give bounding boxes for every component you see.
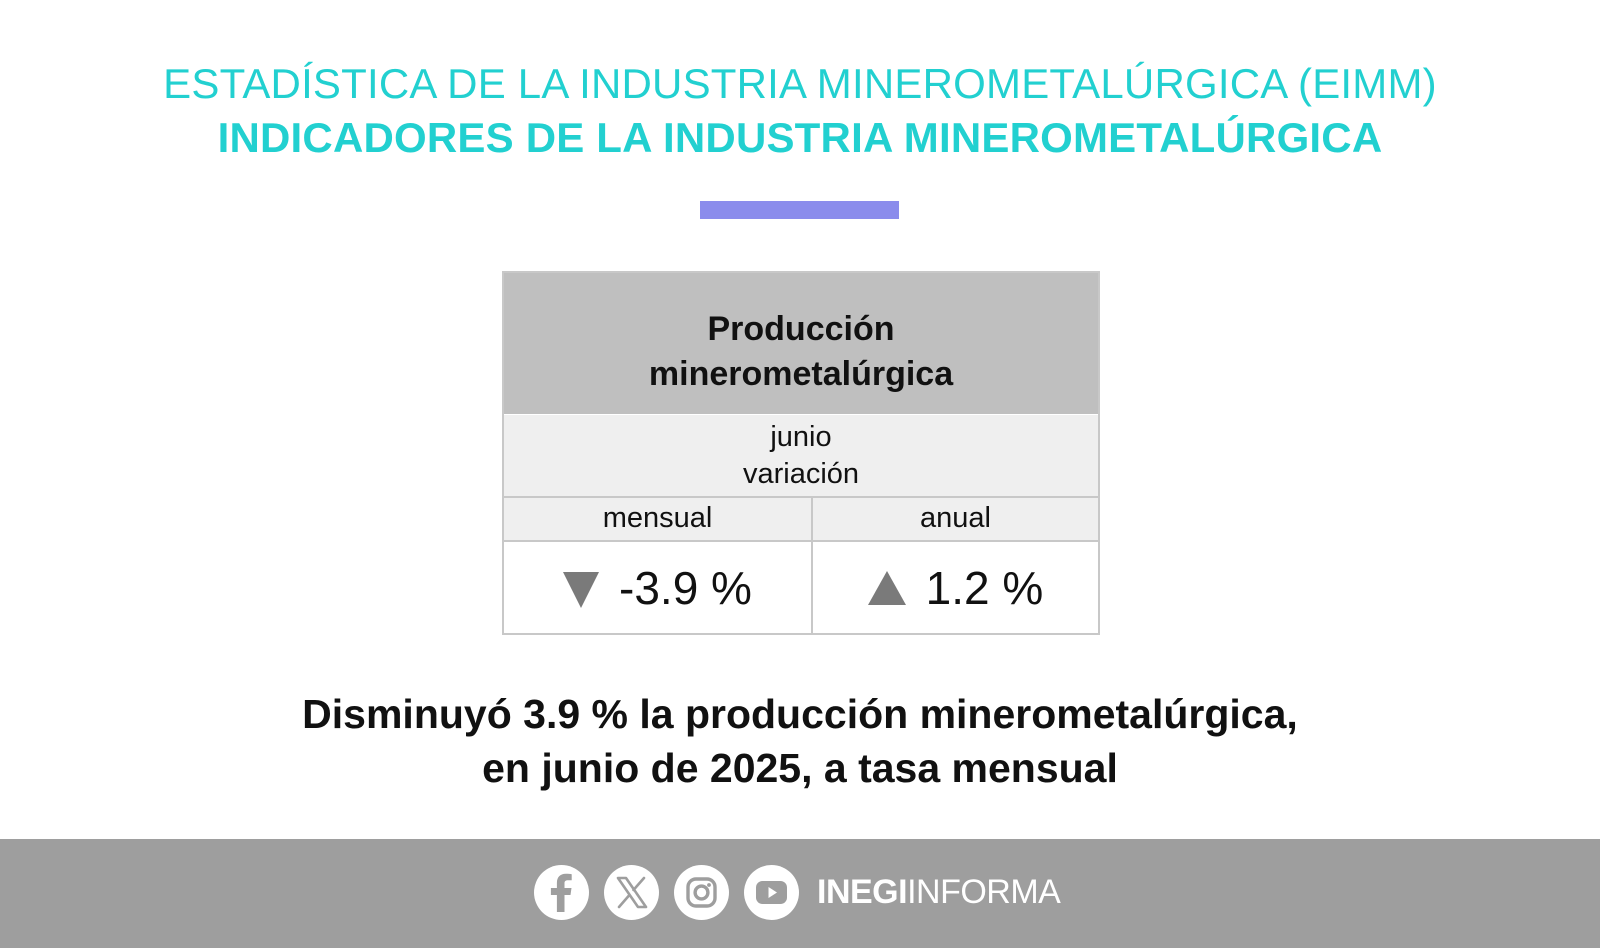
report-title: ESTADÍSTICA DE LA INDUSTRIA MINEROMETALÚ… — [163, 60, 1437, 107]
triangle-up-icon — [867, 570, 906, 605]
table-title: Producción minerometalúrgica — [504, 307, 1098, 397]
report-subtitle: INDICADORES DE LA INDUSTRIA MINEROMETALÚ… — [217, 114, 1383, 161]
triangle-down-icon — [563, 571, 600, 608]
headline-line1: Disminuyó 3.9 % la producción minerometa… — [302, 691, 1298, 737]
annual-change-value: 1.2 % — [925, 561, 1044, 614]
brand-logo[interactable]: INEGIINFORMA — [817, 872, 1061, 912]
column-header-monthly: mensual — [504, 496, 813, 540]
brand-name-bold: INEGI — [817, 873, 908, 911]
x-icon[interactable] — [604, 865, 659, 920]
table-measure: variación — [742, 458, 860, 490]
headline-line2: en junio de 2025, a tasa mensual — [482, 745, 1118, 791]
value-cell-monthly: -3.9 % — [504, 540, 813, 633]
brand-name-light: INFORMA — [907, 873, 1061, 911]
table-title-line2: minerometalúrgica — [648, 355, 954, 393]
accent-divider — [700, 201, 899, 219]
instagram-icon[interactable] — [674, 865, 729, 920]
table-subheader: junio variación — [504, 414, 1098, 496]
facebook-icon[interactable] — [534, 865, 589, 920]
table-period: junio — [770, 421, 832, 453]
monthly-change-value: -3.9 % — [619, 561, 752, 614]
footer-bar: INEGIINFORMA — [0, 839, 1600, 948]
social-links — [534, 865, 799, 920]
value-cell-annual: 1.2 % — [813, 540, 1098, 633]
table-header: Producción minerometalúrgica — [504, 273, 1098, 414]
headline: Disminuyó 3.9 % la producción minerometa… — [0, 687, 1600, 795]
table-title-line1: Producción — [707, 310, 895, 348]
indicator-table: Producción minerometalúrgica junio varia… — [502, 271, 1100, 635]
column-header-annual: anual — [813, 496, 1098, 540]
youtube-icon[interactable] — [744, 865, 799, 920]
